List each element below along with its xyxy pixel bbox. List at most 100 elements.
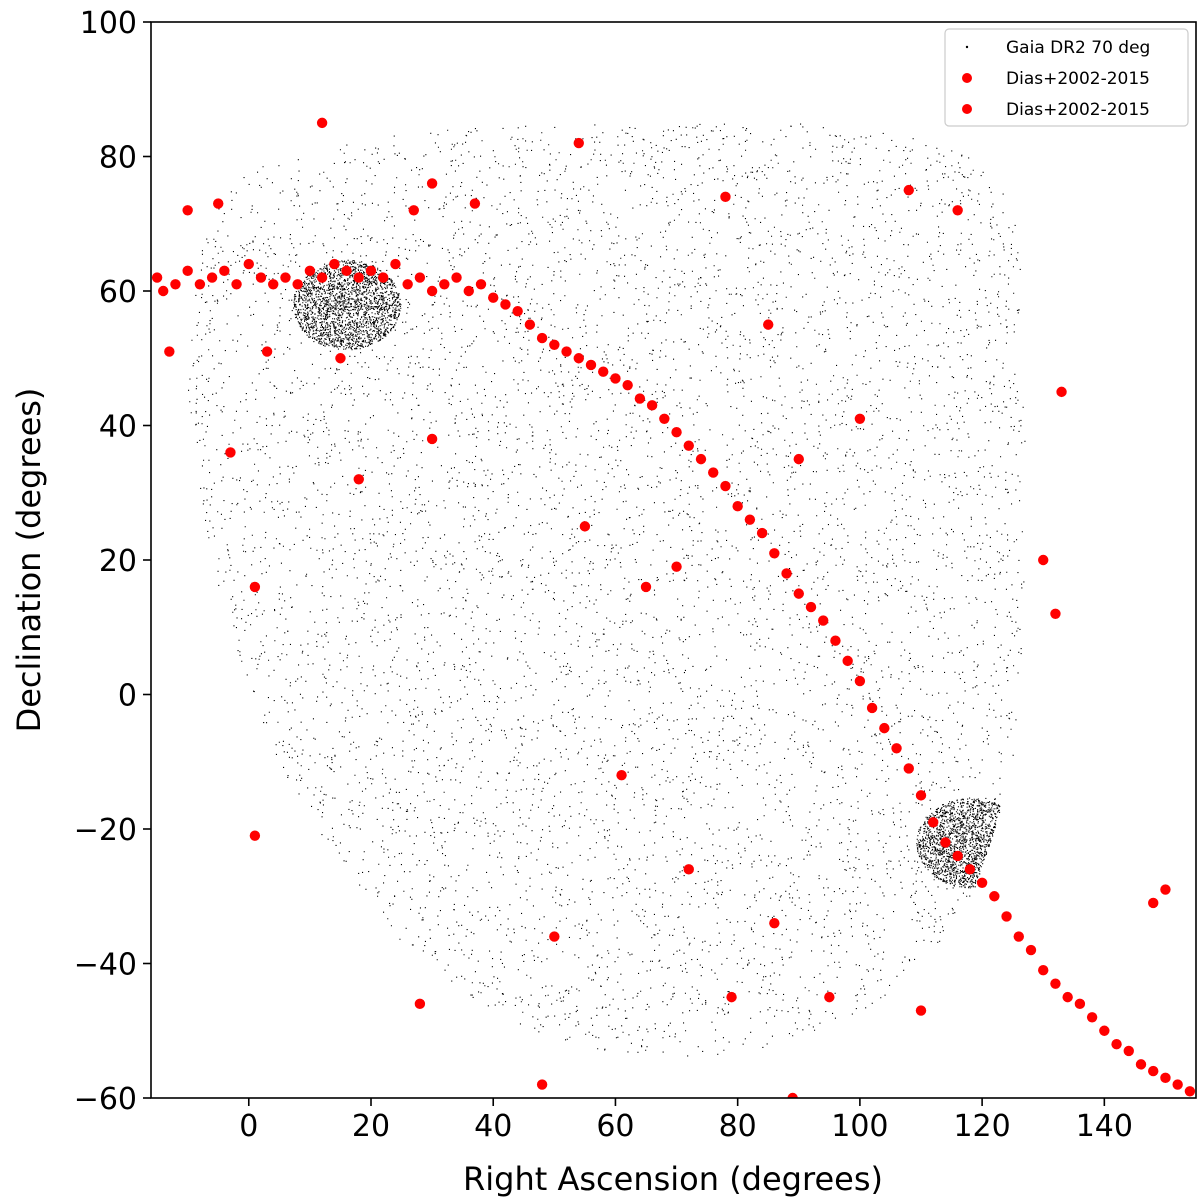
dias-cluster-point [414, 272, 426, 283]
dias-cluster-point [695, 453, 707, 465]
dias-cluster-point [610, 373, 621, 384]
dias-cluster-point [763, 319, 774, 330]
dias-cluster-point [231, 279, 242, 290]
plot-background [151, 22, 1196, 1098]
dias-cluster-point [720, 480, 731, 492]
y-tick-label: 40 [99, 410, 137, 445]
dias-cluster-point [1025, 944, 1037, 956]
dias-cluster-point [151, 272, 163, 283]
dias-cluster-point [1013, 931, 1024, 942]
dias-cluster-point [561, 346, 572, 357]
dias-cluster-point [915, 1005, 927, 1016]
dias-cluster-point [769, 548, 780, 559]
dias-cluster-point [353, 272, 364, 283]
dias-cluster-point [708, 467, 719, 478]
dias-cluster-point [842, 655, 853, 667]
dias-cluster-point [225, 447, 236, 458]
dias-cluster-point [756, 527, 768, 539]
dias-cluster-point [671, 561, 682, 572]
dias-cluster-point [292, 279, 303, 290]
dias-cluster-point [940, 837, 951, 848]
dias-cluster-point [463, 285, 474, 297]
dias-cluster-point [549, 339, 560, 350]
dias-cluster-point [585, 359, 597, 371]
legend: Gaia DR2 70 deg Dias+2002-2015 Dias+2002… [944, 28, 1189, 127]
dias-cluster-point [304, 265, 316, 277]
dias-cluster-point [219, 265, 230, 277]
dias-cluster-point [426, 285, 438, 297]
dias-cluster-point [659, 413, 670, 424]
dias-cluster-point [891, 743, 902, 754]
x-tick-label: 0 [239, 1109, 258, 1144]
dias-cluster-point [579, 521, 591, 532]
dias-cluster-point [818, 615, 829, 626]
dias-cluster-point [426, 178, 438, 189]
dias-cluster-point [598, 366, 609, 377]
y-tick-label: −40 [74, 948, 137, 983]
dias-cluster-point [1001, 911, 1012, 922]
dias-cluster-point [683, 440, 694, 451]
dias-cluster-point [402, 279, 413, 290]
dias-cluster-point [866, 702, 878, 714]
x-tick-label: 100 [831, 1109, 888, 1144]
dias-cluster-point [475, 279, 487, 290]
dias-cluster-point [206, 272, 218, 283]
dias-cluster-point [335, 353, 346, 364]
dias-cluster-point [1038, 554, 1049, 566]
dias-cluster-point [732, 501, 743, 512]
dias-cluster-point [243, 258, 254, 270]
dias-cluster-point [488, 292, 499, 303]
dias-cluster-point [824, 991, 835, 1003]
y-tick-label: 80 [99, 141, 137, 176]
dias-cluster-point [573, 137, 584, 149]
y-tick-label: 60 [99, 275, 137, 310]
dias-cluster-point [1099, 1025, 1110, 1036]
dias-cluster-point [268, 279, 279, 290]
dias-cluster-point [616, 770, 627, 781]
dias-cluster-point [1074, 998, 1086, 1010]
dias-cluster-point [1148, 897, 1159, 909]
x-tick-label: 140 [1076, 1109, 1133, 1144]
dias-cluster-point [1160, 1072, 1171, 1084]
dias-cluster-point [1050, 608, 1061, 619]
dias-cluster-point [365, 265, 377, 277]
dias-cluster-point [952, 850, 963, 862]
dias-cluster-point [805, 601, 817, 613]
y-tick-label: 0 [118, 679, 137, 714]
y-tick-label: −60 [74, 1082, 137, 1117]
dias-cluster-point [316, 272, 328, 283]
dias-cluster-point [426, 433, 438, 445]
dias-cluster-point [646, 400, 658, 411]
x-axis-label: Right Ascension (degrees) [463, 1160, 883, 1198]
x-tick-label: 40 [474, 1109, 512, 1144]
dias-cluster-point [316, 117, 328, 129]
dias-cluster-point [915, 790, 927, 801]
x-axis-ticks: 0 20 40 60 80 100 120 140 [239, 1098, 1133, 1144]
dias-cluster-point [341, 265, 352, 277]
dias-cluster-point [989, 891, 1000, 902]
dias-cluster-point [964, 864, 976, 875]
dias-cluster-point [1135, 1059, 1147, 1070]
dias-cluster-point [329, 258, 340, 270]
y-axis-label: Declination (degrees) [10, 388, 48, 733]
dias-cluster-point [524, 319, 536, 330]
legend-box [944, 28, 1189, 127]
dias-cluster-point [512, 305, 523, 317]
y-tick-label: 20 [99, 544, 137, 579]
dias-cluster-point [1160, 884, 1171, 895]
legend-label-gaia: Gaia DR2 70 deg [1006, 38, 1150, 58]
dias-cluster-point [182, 205, 193, 216]
dias-cluster-point [928, 817, 939, 828]
dias-cluster-point [213, 198, 224, 209]
dias-cluster-point [249, 830, 261, 841]
legend-marker-dias-1 [962, 73, 972, 83]
dias-cluster-point [1062, 991, 1073, 1003]
dias-cluster-point [353, 474, 364, 485]
legend-marker-dias-2 [962, 104, 972, 114]
dias-cluster-point [261, 346, 273, 357]
dias-cluster-point [720, 191, 731, 203]
y-axis-ticks: −60 −40 −20 0 20 40 60 80 100 [74, 6, 151, 1117]
dias-cluster-point [500, 299, 511, 310]
dias-cluster-point [549, 931, 560, 942]
